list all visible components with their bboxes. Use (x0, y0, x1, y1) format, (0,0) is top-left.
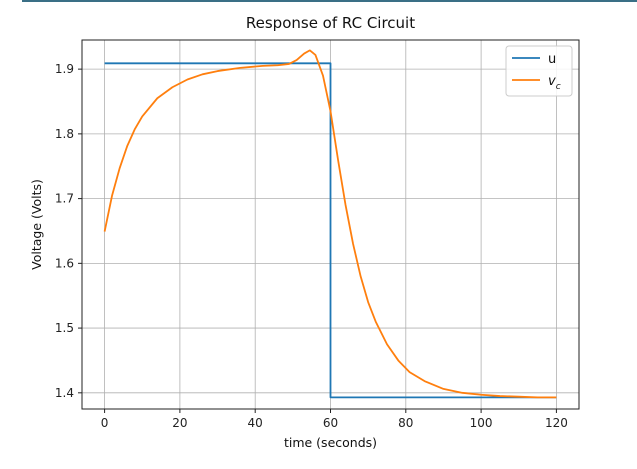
y-tick-label: 1.7 (55, 192, 74, 206)
x-tick-label: 20 (172, 416, 187, 430)
x-tick-label: 120 (545, 416, 568, 430)
series-line-u (104, 62, 557, 399)
series-line-vc (103, 49, 557, 399)
y-axis-label: Voltage (Volts) (29, 179, 44, 270)
axis-ticks: 0 20 40 60 80 100 120 1.4 1.5 1.6 1.7 1.8 1.9 (55, 62, 568, 430)
x-tick-label: 100 (470, 416, 493, 430)
y-tick-label: 1.9 (55, 62, 74, 76)
legend-label-vc-base: v (548, 74, 556, 89)
legend-box (505, 45, 573, 97)
y-tick-label: 1.5 (55, 321, 74, 335)
x-tick-label: 0 (101, 416, 109, 430)
chart-title: Response of RC Circuit (246, 14, 415, 32)
series-layer (103, 49, 557, 399)
y-tick-label: 1.6 (55, 256, 74, 270)
x-axis-label: time (seconds) (284, 435, 377, 450)
x-tick-label: 80 (398, 416, 413, 430)
x-tick-label: 60 (323, 416, 338, 430)
x-tick-label: 40 (248, 416, 263, 430)
legend-label-vc-subscript: c (556, 82, 561, 92)
legend: u vc (505, 45, 573, 97)
y-tick-label: 1.4 (55, 386, 74, 400)
legend-label-u: u (548, 52, 556, 67)
y-tick-label: 1.8 (55, 127, 74, 141)
window-top-border (22, 0, 637, 2)
legend-label-vc: vc (548, 74, 561, 92)
